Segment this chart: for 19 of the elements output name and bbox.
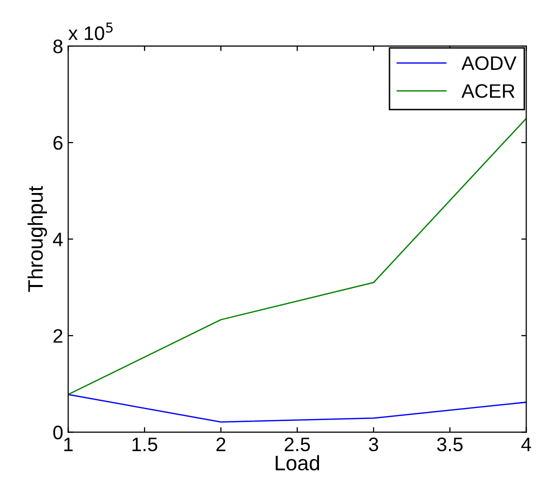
legend-label: AODV [461,56,516,70]
y-tick-label: 0 [53,426,63,440]
line-series [68,394,526,423]
x-axis-title: Load [276,455,320,470]
x-tick-label: 2 [216,438,226,452]
legend-label: ACER [461,84,515,98]
y-axis-title: Throughput [28,186,47,292]
x-tick-label: 1 [64,438,73,452]
y-tick-label: 4 [52,232,63,246]
x-tick-label: 3 [368,438,378,452]
y-tick-label: 6 [54,136,62,150]
y-tick-label: 2 [54,329,62,343]
line-series [68,118,526,396]
x-tick-label: 3.5 [437,438,463,452]
text: x 10$^{5}$ [68,22,113,40]
x-tick-label: 2.5 [284,438,310,452]
x-tick-label: 4 [521,438,532,452]
y-tick-label: 8 [53,40,62,54]
x-tick-label: 1.5 [132,438,158,452]
